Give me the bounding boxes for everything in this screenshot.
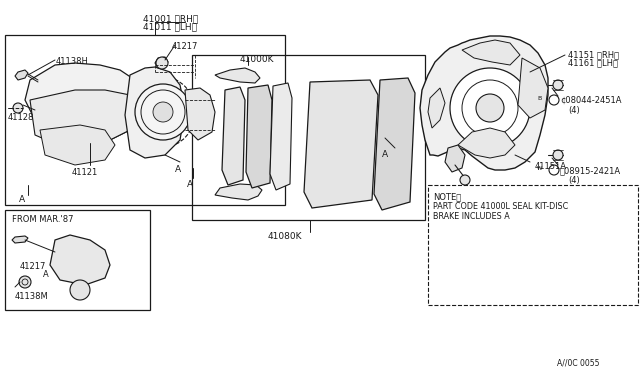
Text: A//0C 0055: A//0C 0055 — [557, 358, 599, 367]
Polygon shape — [155, 57, 168, 68]
Text: FROM MAR.'87: FROM MAR.'87 — [12, 215, 74, 224]
Text: BRAKE INCLUDES A: BRAKE INCLUDES A — [433, 212, 509, 221]
Polygon shape — [15, 70, 28, 80]
Text: A: A — [382, 150, 388, 159]
Text: 41121: 41121 — [72, 168, 99, 177]
Text: 41000K: 41000K — [240, 55, 275, 64]
Polygon shape — [40, 125, 115, 165]
Polygon shape — [215, 184, 262, 200]
Text: 41138M: 41138M — [15, 292, 49, 301]
Polygon shape — [458, 128, 515, 158]
Polygon shape — [374, 78, 415, 210]
Text: (4): (4) — [568, 106, 580, 115]
Text: PART CODE 41000L SEAL KIT-DISC: PART CODE 41000L SEAL KIT-DISC — [433, 202, 568, 211]
Text: 41080K: 41080K — [268, 232, 302, 241]
Text: 41011 〈LH〉: 41011 〈LH〉 — [143, 22, 197, 31]
Text: A: A — [175, 165, 181, 174]
Text: 41151 〈RH〉: 41151 〈RH〉 — [568, 50, 619, 59]
Polygon shape — [428, 88, 445, 128]
Circle shape — [153, 102, 173, 122]
Text: NOTE）: NOTE） — [433, 192, 461, 201]
Circle shape — [460, 175, 470, 185]
Text: 41151A: 41151A — [535, 162, 567, 171]
Bar — [192, 55, 425, 220]
Polygon shape — [30, 90, 140, 148]
Text: A: A — [43, 270, 49, 279]
Text: A: A — [187, 180, 193, 189]
Circle shape — [156, 57, 168, 69]
Bar — [5, 210, 150, 310]
Circle shape — [70, 280, 90, 300]
Polygon shape — [270, 83, 292, 190]
Text: 41217: 41217 — [20, 262, 46, 271]
Circle shape — [476, 94, 504, 122]
Bar — [428, 185, 638, 305]
Circle shape — [19, 276, 31, 288]
Polygon shape — [246, 85, 272, 188]
Polygon shape — [304, 80, 378, 208]
Text: ¢08044-2451A: ¢08044-2451A — [560, 96, 621, 105]
Polygon shape — [12, 236, 28, 243]
Polygon shape — [185, 88, 215, 140]
Circle shape — [553, 150, 563, 160]
Polygon shape — [222, 87, 245, 185]
Text: (4): (4) — [568, 176, 580, 185]
Polygon shape — [125, 67, 185, 158]
Circle shape — [13, 103, 23, 113]
Polygon shape — [518, 58, 548, 118]
Circle shape — [135, 84, 191, 140]
Polygon shape — [420, 36, 548, 170]
Polygon shape — [462, 40, 520, 65]
Text: 41138H: 41138H — [56, 57, 89, 66]
Text: 41001 〈RH〉: 41001 〈RH〉 — [143, 14, 198, 23]
Circle shape — [553, 80, 563, 90]
Text: W: W — [537, 166, 543, 171]
Text: 41128: 41128 — [8, 113, 35, 122]
Text: 41161 〈LH〉: 41161 〈LH〉 — [568, 58, 618, 67]
Polygon shape — [215, 68, 260, 83]
Bar — [5, 35, 285, 205]
Polygon shape — [445, 145, 465, 172]
Text: B: B — [538, 96, 542, 101]
Text: 41217: 41217 — [172, 42, 198, 51]
Polygon shape — [50, 235, 110, 285]
Text: A: A — [19, 195, 25, 204]
Polygon shape — [25, 63, 140, 148]
Text: Ⓡ08915-2421A: Ⓡ08915-2421A — [560, 166, 621, 175]
Circle shape — [450, 68, 530, 148]
